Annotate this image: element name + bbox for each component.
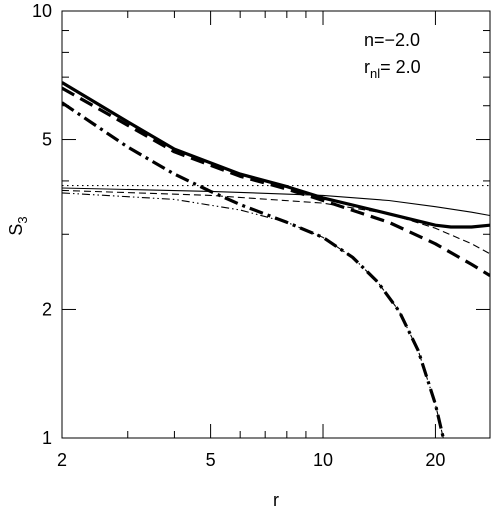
x-tick-label: 10	[313, 450, 333, 470]
series-dashdot-thin	[62, 192, 444, 438]
series-dashed-thin	[62, 189, 490, 255]
y-axis-label-main: S	[6, 224, 26, 236]
y-tick-label: 2	[42, 299, 52, 319]
ticks-layer	[61, 10, 490, 439]
x-tick-label: 5	[206, 450, 216, 470]
x-tick-label: 2	[57, 450, 67, 470]
y-tick-label: 5	[42, 130, 52, 150]
series-solid-thin	[62, 187, 490, 217]
y-tick-label: 1	[42, 428, 52, 448]
annotation-rnl-sub: nl	[370, 66, 380, 81]
y-axis-label: S3	[6, 216, 30, 235]
x-tick-label: 20	[425, 450, 445, 470]
series-dashdot-thick	[62, 101, 445, 438]
y-tick-label: 10	[32, 1, 52, 21]
annotation-rnl-value: = 2.0	[380, 57, 421, 77]
series-layer	[62, 81, 490, 438]
annotation-rnl: rnl= 2.0	[364, 57, 421, 81]
series-solid-thick	[62, 81, 490, 229]
series-dashed-thick	[62, 86, 490, 277]
plot-frame	[61, 10, 491, 439]
x-axis-label: r	[273, 490, 279, 510]
y-axis-label-sub: 3	[15, 216, 30, 223]
annotation-n: n=−2.0	[364, 30, 420, 50]
annotation-rnl-main: r	[364, 57, 370, 77]
